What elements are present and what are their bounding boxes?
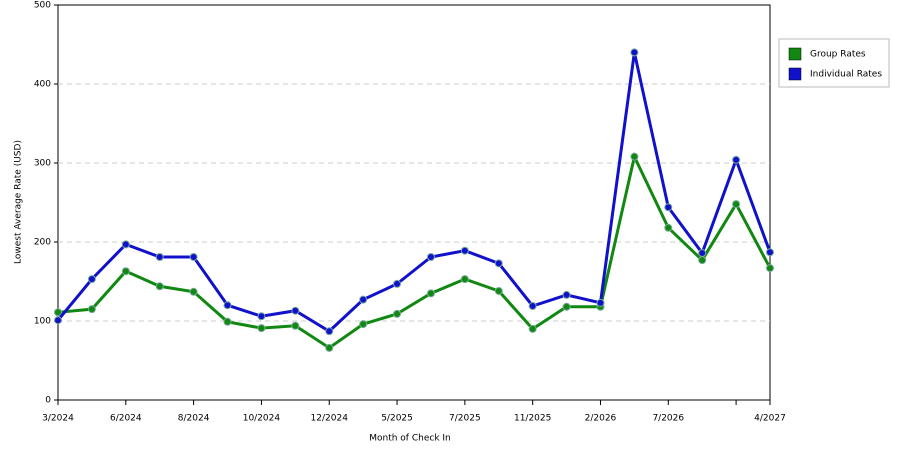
y-axis-label: Lowest Average Rate (USD) <box>14 140 24 264</box>
legend-label: Group Rates <box>810 50 866 60</box>
data-point <box>426 253 435 262</box>
data-point <box>223 317 232 326</box>
legend-swatch <box>788 47 802 61</box>
data-point <box>121 267 130 276</box>
data-point <box>325 343 334 352</box>
data-point <box>87 305 96 314</box>
data-point <box>528 301 537 310</box>
x-tick-label: 5/2025 <box>381 414 413 424</box>
legend-swatch <box>788 67 802 81</box>
x-tick-label: 7/2026 <box>652 414 684 424</box>
x-tick-label: 3/2024 <box>42 414 74 424</box>
plot-area <box>57 4 771 401</box>
y-tick-label: 100 <box>34 317 51 327</box>
y-tick-label: 400 <box>34 80 51 90</box>
x-tick-label: 10/2024 <box>243 414 281 424</box>
data-point <box>121 240 130 249</box>
x-tick-label: 2/2026 <box>585 414 617 424</box>
y-tick-label: 0 <box>45 396 51 406</box>
x-tick-label: 6/2024 <box>110 414 142 424</box>
data-point <box>223 301 232 310</box>
data-point <box>54 308 62 317</box>
data-point <box>630 48 639 57</box>
x-tick-label: 7/2025 <box>449 414 481 424</box>
data-point <box>732 155 741 164</box>
data-point <box>359 320 368 329</box>
data-point <box>291 306 300 315</box>
data-point <box>562 290 571 299</box>
data-point <box>562 302 571 311</box>
data-point <box>766 248 774 257</box>
data-point <box>732 200 741 209</box>
x-tick-label: 11/2025 <box>514 414 551 424</box>
data-point <box>494 259 503 268</box>
data-point <box>393 309 402 318</box>
x-tick-label: 12/2024 <box>311 414 349 424</box>
y-tick-label: 300 <box>34 159 51 169</box>
legend-label: Individual Rates <box>810 70 882 80</box>
data-point <box>54 316 62 325</box>
data-point <box>189 253 198 262</box>
x-tick-label: 4/2027 <box>754 414 786 424</box>
data-point <box>87 275 96 284</box>
data-point <box>325 327 334 336</box>
data-point <box>460 275 469 284</box>
data-point <box>596 298 605 307</box>
data-point <box>155 253 164 262</box>
data-point <box>359 295 368 304</box>
data-point <box>630 152 639 161</box>
series-line <box>57 152 772 350</box>
data-point <box>698 256 707 265</box>
data-point <box>257 324 266 333</box>
data-point <box>393 279 402 288</box>
series-line <box>56 52 772 334</box>
data-point <box>189 287 198 296</box>
y-tick-label: 500 <box>34 1 51 11</box>
data-point <box>155 282 164 291</box>
x-axis-label: Month of Check In <box>369 434 451 444</box>
data-point <box>291 321 300 330</box>
data-point <box>528 324 537 333</box>
data-point <box>766 264 774 273</box>
data-point <box>494 286 503 295</box>
data-point <box>426 289 435 298</box>
data-point <box>698 249 707 258</box>
data-point <box>664 203 673 212</box>
data-point <box>664 223 673 232</box>
x-tick-label: 8/2024 <box>178 414 210 424</box>
data-point <box>257 312 266 321</box>
y-tick-label: 200 <box>34 238 51 248</box>
data-point <box>460 246 469 255</box>
